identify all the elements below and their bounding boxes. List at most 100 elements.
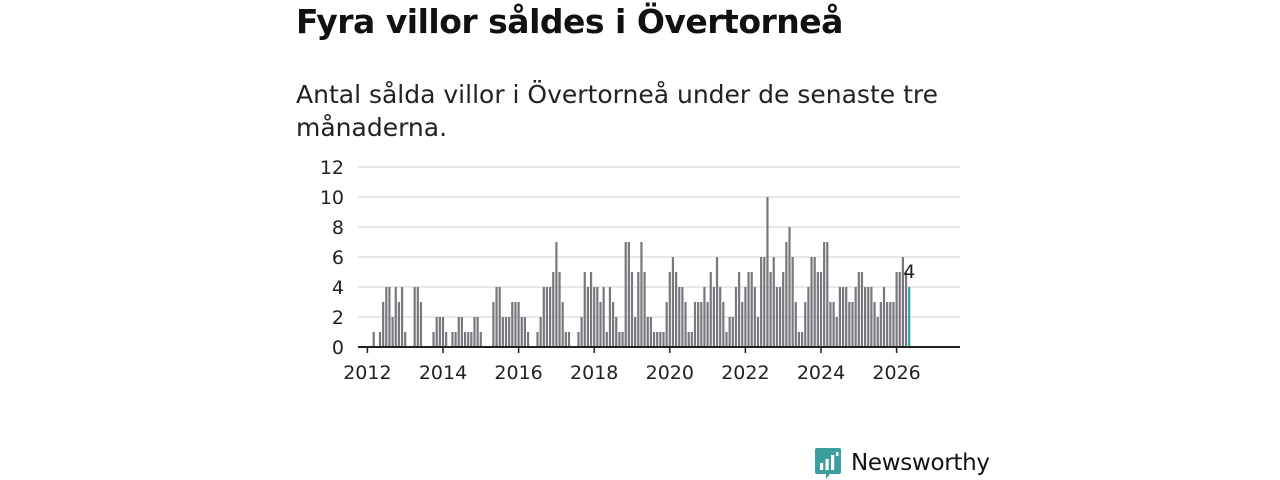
bar [901,257,904,347]
bar [813,257,816,347]
bar [835,317,838,347]
bar [706,302,709,347]
bar [643,272,646,347]
bar [782,272,785,347]
bar [832,302,835,347]
bar [829,302,832,347]
bar [555,242,558,347]
bar [744,287,747,347]
bar [385,287,388,347]
bar [621,332,624,347]
bar [454,332,457,347]
bar [400,287,404,347]
chart-title: Fyra villor såldes i Övertorneå [296,2,843,41]
bar [470,332,473,347]
bar [473,317,476,347]
bar [895,272,898,347]
bar [630,272,634,347]
bar [656,332,659,347]
bar [567,332,571,347]
bar [769,272,772,347]
bar [823,242,826,347]
bar [397,302,400,347]
bar [549,287,552,347]
bar [526,332,530,347]
bar [593,287,596,347]
bar [435,317,438,347]
bar [646,317,649,347]
bar [583,272,586,347]
bar [785,242,788,347]
bar [492,302,495,347]
bar [542,287,545,347]
bar [627,242,630,347]
bar [731,317,734,347]
bar [539,317,542,347]
bar [404,332,407,347]
bar [589,272,593,347]
bar [747,272,750,347]
x-tick-label: 2022 [721,362,769,384]
bar [854,287,857,347]
bar [637,272,640,347]
bar [659,332,662,347]
bar [517,302,520,347]
bar [504,317,508,347]
bar [826,242,829,347]
bar [725,332,728,347]
bar [741,302,744,347]
bar [508,317,511,347]
bar [870,287,873,347]
y-tick-label: 10 [320,187,344,209]
bar [615,317,618,347]
bar [889,302,892,347]
bar [738,272,741,347]
bar [879,302,882,347]
bar [618,332,621,347]
bar [772,257,775,347]
bar [876,317,879,347]
bar [394,287,397,347]
bar [797,332,801,347]
y-tick-label: 12 [320,157,344,179]
bar [419,302,423,347]
bar [753,287,756,347]
bar [501,317,504,347]
bar [372,332,375,347]
bar [460,317,463,347]
data-label-last: 4 [903,261,915,283]
bar [438,317,441,347]
x-tick-label: 2018 [570,362,618,384]
bar [388,287,391,347]
bar [807,287,810,347]
bar [715,257,719,347]
y-axis-ticks: 0 2 4 6 8 10 12 [320,157,344,359]
y-tick-label: 2 [332,307,344,329]
bar [552,272,555,347]
bar [498,287,501,347]
x-tick-label: 2020 [646,362,694,384]
bar [536,332,539,347]
bar [684,302,687,347]
bar [608,287,612,347]
x-tick-label: 2024 [797,362,845,384]
bar [775,287,778,347]
bar [624,242,627,347]
newsworthy-logo-icon [815,448,841,479]
bar [801,332,804,347]
y-tick-label: 6 [332,247,344,269]
bar [728,317,731,347]
bar [520,317,523,347]
bar [898,272,901,347]
bar [662,332,665,347]
bar [860,272,864,347]
bar [416,287,419,347]
bar [634,317,637,347]
bar [558,272,561,347]
bar [719,287,722,347]
bar [649,317,652,347]
brand-logo[interactable]: Newsworthy [814,446,990,480]
bar [864,287,867,347]
bar [457,317,460,347]
bar [564,332,567,347]
